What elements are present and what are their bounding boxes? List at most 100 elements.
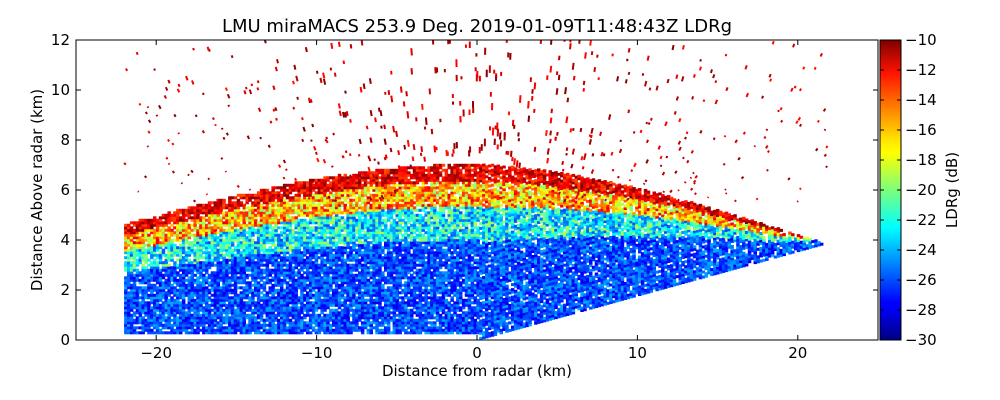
echo-cell [187, 211, 192, 215]
echo-cell [179, 221, 183, 225]
echo-cell [262, 286, 267, 290]
echo-cell [288, 186, 293, 190]
echo-cell [167, 283, 171, 287]
echo-cell [407, 268, 411, 272]
echo-cell [372, 218, 376, 222]
echo-cell [334, 278, 339, 282]
echo-cell [303, 261, 307, 265]
echo-cell [205, 276, 209, 280]
echo-cell [132, 288, 137, 292]
echo-cell [176, 298, 180, 302]
echo-cell [372, 193, 376, 197]
echo-cell [407, 291, 411, 295]
echo-cell [256, 266, 261, 270]
echo-cell [349, 208, 353, 212]
echo-cell [135, 301, 140, 305]
echo-cell [199, 268, 203, 272]
echo-cell [222, 263, 226, 267]
echo-cell [407, 308, 411, 312]
echo-cell [205, 288, 209, 292]
echo-cell [127, 308, 131, 312]
echo-cell [372, 326, 376, 330]
echo-cell [392, 301, 397, 305]
echo-cell [381, 251, 385, 255]
echo-cell [262, 231, 267, 235]
echo-cell [326, 326, 330, 330]
echo-cell [239, 311, 244, 315]
echo-cell [297, 208, 301, 212]
echo-cell [323, 273, 327, 277]
echo-cell [358, 203, 362, 207]
echo-cell [170, 266, 174, 270]
echo-cell [170, 256, 174, 260]
echo-cell [153, 283, 157, 287]
echo-cell [363, 326, 368, 330]
echo-cell [349, 328, 353, 332]
echo-cell [285, 308, 290, 312]
echo-cell [190, 316, 194, 320]
echo-cell [184, 268, 189, 272]
echo-cell [349, 221, 353, 225]
echo-cell [308, 251, 313, 255]
echo-cell [222, 321, 226, 325]
echo-cell [161, 216, 166, 220]
echo-cell [193, 263, 197, 267]
echo-cell [233, 231, 238, 235]
echo-cell [375, 326, 379, 330]
echo-cell [291, 316, 296, 320]
echo-cell [262, 311, 267, 315]
echo-cell [386, 233, 391, 237]
echo-cell [303, 306, 307, 310]
echo-cell [320, 226, 324, 230]
echo-cell [124, 233, 128, 237]
echo-cell [242, 276, 246, 280]
echo-cell [280, 261, 284, 265]
echo-cell [404, 213, 408, 217]
echo-cell [141, 298, 145, 302]
echo-cell [407, 316, 411, 320]
echo-cell [395, 198, 399, 202]
echo-cell [280, 301, 284, 305]
echo-cell [248, 313, 252, 317]
echo-cell [340, 266, 345, 270]
echo-cell [340, 223, 345, 227]
echo-cell [329, 261, 333, 265]
echo-cell [147, 268, 151, 272]
echo-cell [291, 303, 296, 307]
echo-cell [216, 248, 220, 252]
echo-cell [262, 211, 267, 215]
echo-cell [355, 213, 359, 217]
echo-cell [190, 326, 194, 330]
echo-cell [205, 311, 209, 315]
echo-cell [127, 268, 131, 272]
echo-cell [190, 298, 194, 302]
echo-cell [155, 326, 160, 330]
echo-cell [205, 218, 209, 222]
echo-cell [236, 248, 241, 252]
echo-cell [193, 268, 197, 272]
echo-cell [167, 276, 171, 280]
echo-cell [135, 331, 140, 335]
echo-cell [205, 248, 209, 252]
echo-cell [164, 268, 168, 272]
echo-cell [141, 276, 145, 280]
echo-cell [340, 273, 345, 277]
echo-cell [326, 251, 330, 255]
echo-cell [236, 223, 241, 227]
echo-cell [251, 258, 255, 262]
echo-cell [355, 263, 359, 267]
echo-cell [280, 186, 284, 190]
echo-cell [193, 306, 197, 310]
echo-cell [360, 306, 365, 310]
echo-cell [193, 278, 197, 282]
echo-cell [343, 286, 347, 290]
echo-cell [384, 168, 388, 172]
echo-cell [349, 306, 353, 310]
echo-cell [262, 218, 267, 222]
echo-cell [274, 253, 278, 257]
echo-cell [337, 186, 342, 190]
echo-cell [164, 311, 168, 315]
echo-cell [181, 208, 186, 212]
echo-cell [155, 248, 160, 252]
echo-cell [381, 331, 385, 335]
